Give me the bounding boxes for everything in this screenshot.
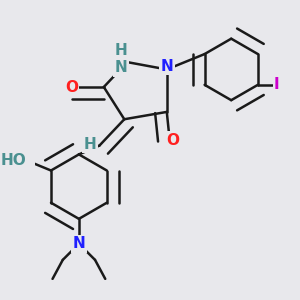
Text: O: O [65, 80, 78, 94]
Text: HO: HO [0, 153, 26, 168]
Text: N: N [73, 236, 85, 251]
Text: N: N [160, 59, 173, 74]
Text: O: O [166, 133, 179, 148]
Text: I: I [274, 77, 280, 92]
Text: H: H [84, 136, 97, 152]
Text: H
N: H N [115, 43, 127, 75]
